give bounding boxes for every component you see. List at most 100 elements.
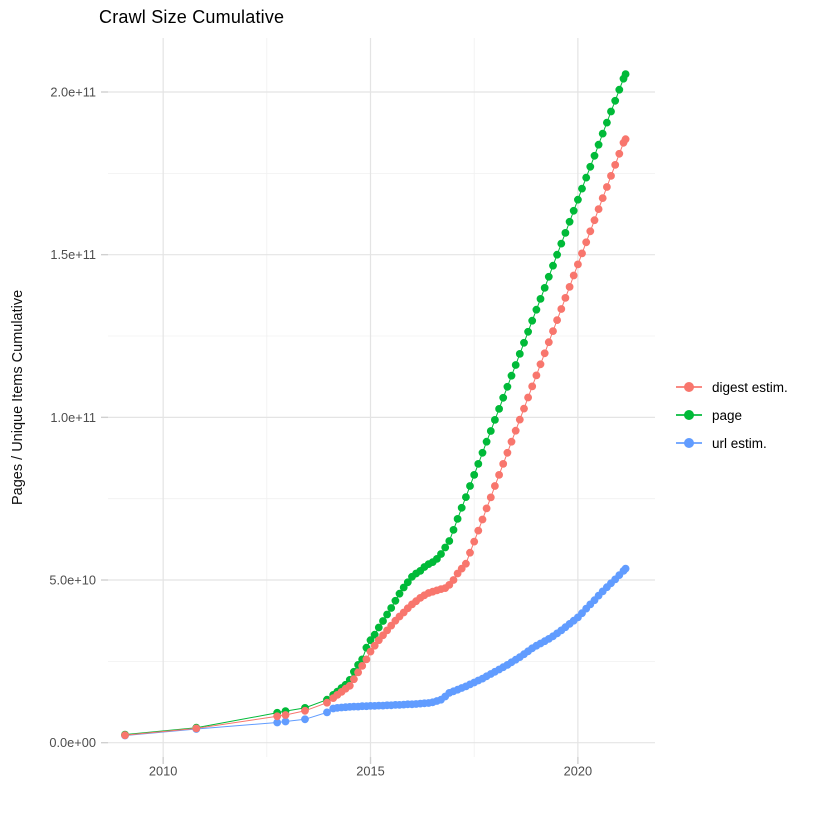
data-point-page [553,250,561,259]
legend-label: digest estim. [712,379,788,395]
data-point-digest-estim [520,404,528,413]
data-point-page [621,70,630,78]
data-point-page [598,129,607,138]
data-point-digest-estim [603,183,611,191]
data-point-page [495,405,503,413]
data-point-page [540,284,549,292]
data-point-page [578,184,586,193]
data-point-digest-estim [121,731,129,740]
data-point-digest-estim [301,706,309,715]
x-tick-label: 2020 [564,764,592,779]
legend: digest estim. page url estim. [676,378,788,452]
legend-label: url estim. [712,435,767,451]
data-point-digest-estim [515,415,524,424]
data-point-digest-estim [491,482,499,490]
data-point-page [457,503,466,512]
data-point-url-estim [301,715,309,724]
data-point-digest-estim [574,260,582,269]
y-tick-label: 1.0e+11 [50,410,96,425]
legend-item-url-estim: url estim. [676,434,788,452]
data-point-page [503,382,512,391]
legend-label: page [712,407,743,423]
data-point-page [449,526,458,534]
data-point-page [391,596,400,605]
data-point-url-estim [323,708,331,717]
data-point-page [511,361,520,369]
y-tick-label: 5.0e+10 [49,573,96,588]
data-point-page [379,617,387,625]
data-point-digest-estim [449,576,458,584]
data-point-digest-estim [590,216,599,225]
data-point-url-estim [273,718,282,727]
data-point-digest-estim [370,641,379,650]
data-point-page [499,393,508,402]
data-point-digest-estim [350,675,358,684]
data-point-page [520,338,528,347]
data-point-page [387,604,396,612]
data-point-page [590,151,599,160]
data-point-page [574,195,582,204]
data-point-digest-estim [366,647,375,656]
data-point-page [607,107,615,116]
data-point-digest-estim [561,294,570,302]
data-point-digest-estim [478,515,487,524]
data-point-page [445,537,454,545]
data-point-digest-estim [536,360,545,369]
data-point-digest-estim [557,305,566,313]
data-point-digest-estim [532,371,541,380]
data-point-page [491,416,499,424]
x-tick-label: 2015 [356,764,384,779]
data-point-digest-estim [615,149,624,158]
legend-item-page: page [676,406,788,424]
data-point-digest-estim [540,349,549,358]
data-point-page [561,229,570,237]
data-point-digest-estim [553,316,561,324]
data-point-page [403,578,412,587]
data-point-page [532,305,541,314]
data-point-page [611,96,620,105]
legend-key-icon [676,434,702,452]
x-tick-label: 2010 [149,764,177,779]
data-point-page [603,118,611,127]
data-point-digest-estim [578,249,586,258]
data-point-url-estim [281,717,290,726]
data-point-digest-estim [503,448,512,457]
data-point-page [515,350,524,358]
data-point-page [524,327,532,336]
data-point-page [594,140,603,149]
data-point-page [565,217,574,226]
y-tick-label: 2.0e+11 [50,85,96,100]
data-point-page [395,589,404,598]
data-point-page [470,471,479,479]
data-point-page [549,261,557,270]
y-axis-title: Pages / Unique Items Cumulative [10,289,26,506]
data-point-page [383,610,391,619]
data-point-page [507,371,516,380]
data-point-digest-estim [358,662,367,670]
data-point-page [366,636,375,645]
data-point-digest-estim [486,493,495,502]
data-point-digest-estim [470,537,479,546]
data-point-digest-estim [549,327,557,335]
data-point-page [462,493,470,501]
data-point-digest-estim [466,548,474,557]
data-point-page [536,295,545,303]
data-point-page [615,85,624,94]
legend-key-icon [676,378,702,396]
data-point-digest-estim [281,711,290,719]
data-point-url-estim [621,564,630,573]
data-point-digest-estim [594,205,603,214]
data-point-page [478,448,487,457]
data-point-page [557,239,566,248]
data-point-digest-estim [345,681,354,690]
data-point-digest-estim [482,504,491,513]
data-point-digest-estim [528,382,537,391]
data-point-digest-estim [511,426,520,435]
data-point-digest-estim [524,393,532,402]
data-point-page [528,316,537,325]
data-point-digest-estim [544,338,553,347]
data-point-page [453,515,462,523]
series-url-estim [121,564,630,740]
data-point-page [586,162,595,171]
